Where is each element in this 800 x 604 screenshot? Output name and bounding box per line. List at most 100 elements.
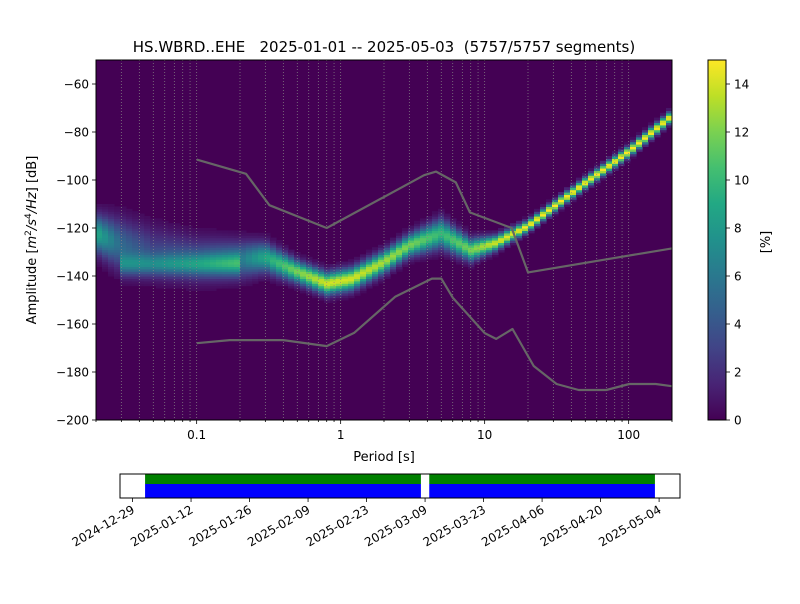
heatmap-cell: [468, 244, 475, 248]
heatmap-cell: [180, 232, 187, 236]
heatmap-cell: [372, 271, 379, 275]
heatmap-cell: [306, 261, 313, 265]
heatmap-cell: [468, 237, 475, 241]
heatmap-cell: [390, 268, 397, 272]
heatmap-cell: [180, 285, 187, 289]
heatmap-cell: [348, 273, 355, 277]
heatmap-cell: [222, 254, 229, 258]
heatmap-cell: [354, 276, 361, 279]
heatmap-cell: [258, 273, 265, 277]
heatmap-cell: [462, 244, 469, 248]
heatmap-cell: [666, 124, 672, 128]
heatmap-cell: [396, 249, 403, 253]
heatmap-cell: [156, 261, 163, 265]
heatmap-cell: [114, 271, 121, 275]
heatmap-cell: [120, 235, 127, 239]
heatmap-cell: [162, 228, 169, 231]
heatmap-cell: [240, 283, 247, 287]
heatmap-cell: [192, 283, 199, 287]
heatmap-cell: [132, 223, 139, 227]
heatmap-cell: [156, 228, 163, 231]
heatmap-cell: [144, 237, 151, 241]
heatmap-cell: [174, 259, 181, 263]
heatmap-cell: [132, 266, 139, 270]
heatmap-cell: [426, 247, 433, 251]
heatmap-cell: [198, 268, 205, 272]
heatmap-cell: [126, 283, 133, 287]
heatmap-cell: [210, 249, 217, 253]
heatmap-cell: [108, 220, 115, 224]
heatmap-cell: [144, 268, 151, 272]
heatmap-cell: [102, 266, 109, 270]
heatmap-cell: [264, 264, 271, 267]
heatmap-cell: [474, 232, 481, 236]
heatmap-cell: [420, 223, 427, 227]
heatmap-cell: [642, 127, 649, 131]
heatmap-cell: [498, 228, 505, 231]
heatmap-cell: [426, 242, 433, 246]
y-tick-label: −180: [56, 366, 89, 380]
heatmap-cell: [396, 252, 403, 255]
heatmap-cell: [516, 220, 523, 224]
heatmap-cell: [126, 223, 133, 227]
heatmap-cell: [204, 235, 211, 239]
heatmap-cell: [120, 252, 127, 255]
heatmap-cell: [462, 254, 469, 258]
heatmap-cell: [180, 244, 187, 248]
heatmap-cell: [168, 244, 175, 248]
heatmap-cell: [294, 264, 301, 267]
heatmap-cell: [396, 237, 403, 241]
heatmap-cell: [144, 249, 151, 253]
heatmap-cell: [450, 220, 457, 224]
heatmap-cell: [180, 283, 187, 287]
heatmap-cell: [270, 261, 277, 265]
heatmap-cell: [192, 252, 199, 255]
heatmap-cell: [174, 228, 181, 231]
heatmap-cell: [162, 244, 169, 248]
heatmap-cell: [474, 235, 481, 239]
heatmap-cell: [144, 232, 151, 236]
heatmap-cell: [510, 240, 517, 243]
heatmap-cell: [372, 252, 379, 255]
heatmap-cell: [348, 266, 355, 270]
heatmap-cell: [630, 141, 637, 145]
heatmap-cell: [246, 273, 253, 277]
heatmap-cell: [198, 247, 205, 251]
heatmap-cell: [102, 208, 109, 212]
heatmap-cell: [210, 247, 217, 251]
heatmap-cell: [252, 268, 259, 272]
heatmap-cell: [174, 230, 181, 234]
heatmap-cell: [132, 268, 139, 272]
heatmap-cell: [402, 252, 409, 255]
heatmap-cell: [444, 228, 451, 231]
heatmap-cell: [348, 295, 355, 299]
heatmap-cell: [174, 254, 181, 258]
heatmap-cell: [240, 259, 247, 263]
heatmap-cell: [180, 254, 187, 258]
heatmap-cell: [642, 136, 649, 140]
heatmap-cell: [384, 273, 391, 277]
heatmap-cell: [168, 259, 175, 263]
heatmap-cell: [258, 247, 265, 251]
heatmap-cell: [612, 156, 619, 159]
heatmap-cell: [546, 204, 553, 207]
heatmap-cell: [240, 244, 247, 248]
heatmap-cell: [372, 256, 379, 260]
heatmap-cell: [426, 223, 433, 227]
heatmap-cell: [210, 237, 217, 241]
heatmap-cell: [120, 264, 127, 267]
heatmap-cell: [336, 271, 343, 275]
heatmap-cell: [468, 230, 475, 234]
heatmap-cell: [372, 259, 379, 263]
heatmap-cell: [168, 240, 175, 243]
heatmap-cell: [264, 242, 271, 246]
heatmap-cell: [132, 213, 139, 217]
heatmap-cell: [216, 268, 223, 272]
heatmap-cell: [132, 218, 139, 222]
heatmap-cell: [366, 266, 373, 270]
heatmap-cell: [204, 256, 211, 260]
heatmap-cell: [438, 247, 445, 251]
heatmap-cell: [648, 124, 655, 128]
colorbar-label: [%]: [759, 231, 774, 254]
heatmap-cell: [186, 256, 193, 260]
